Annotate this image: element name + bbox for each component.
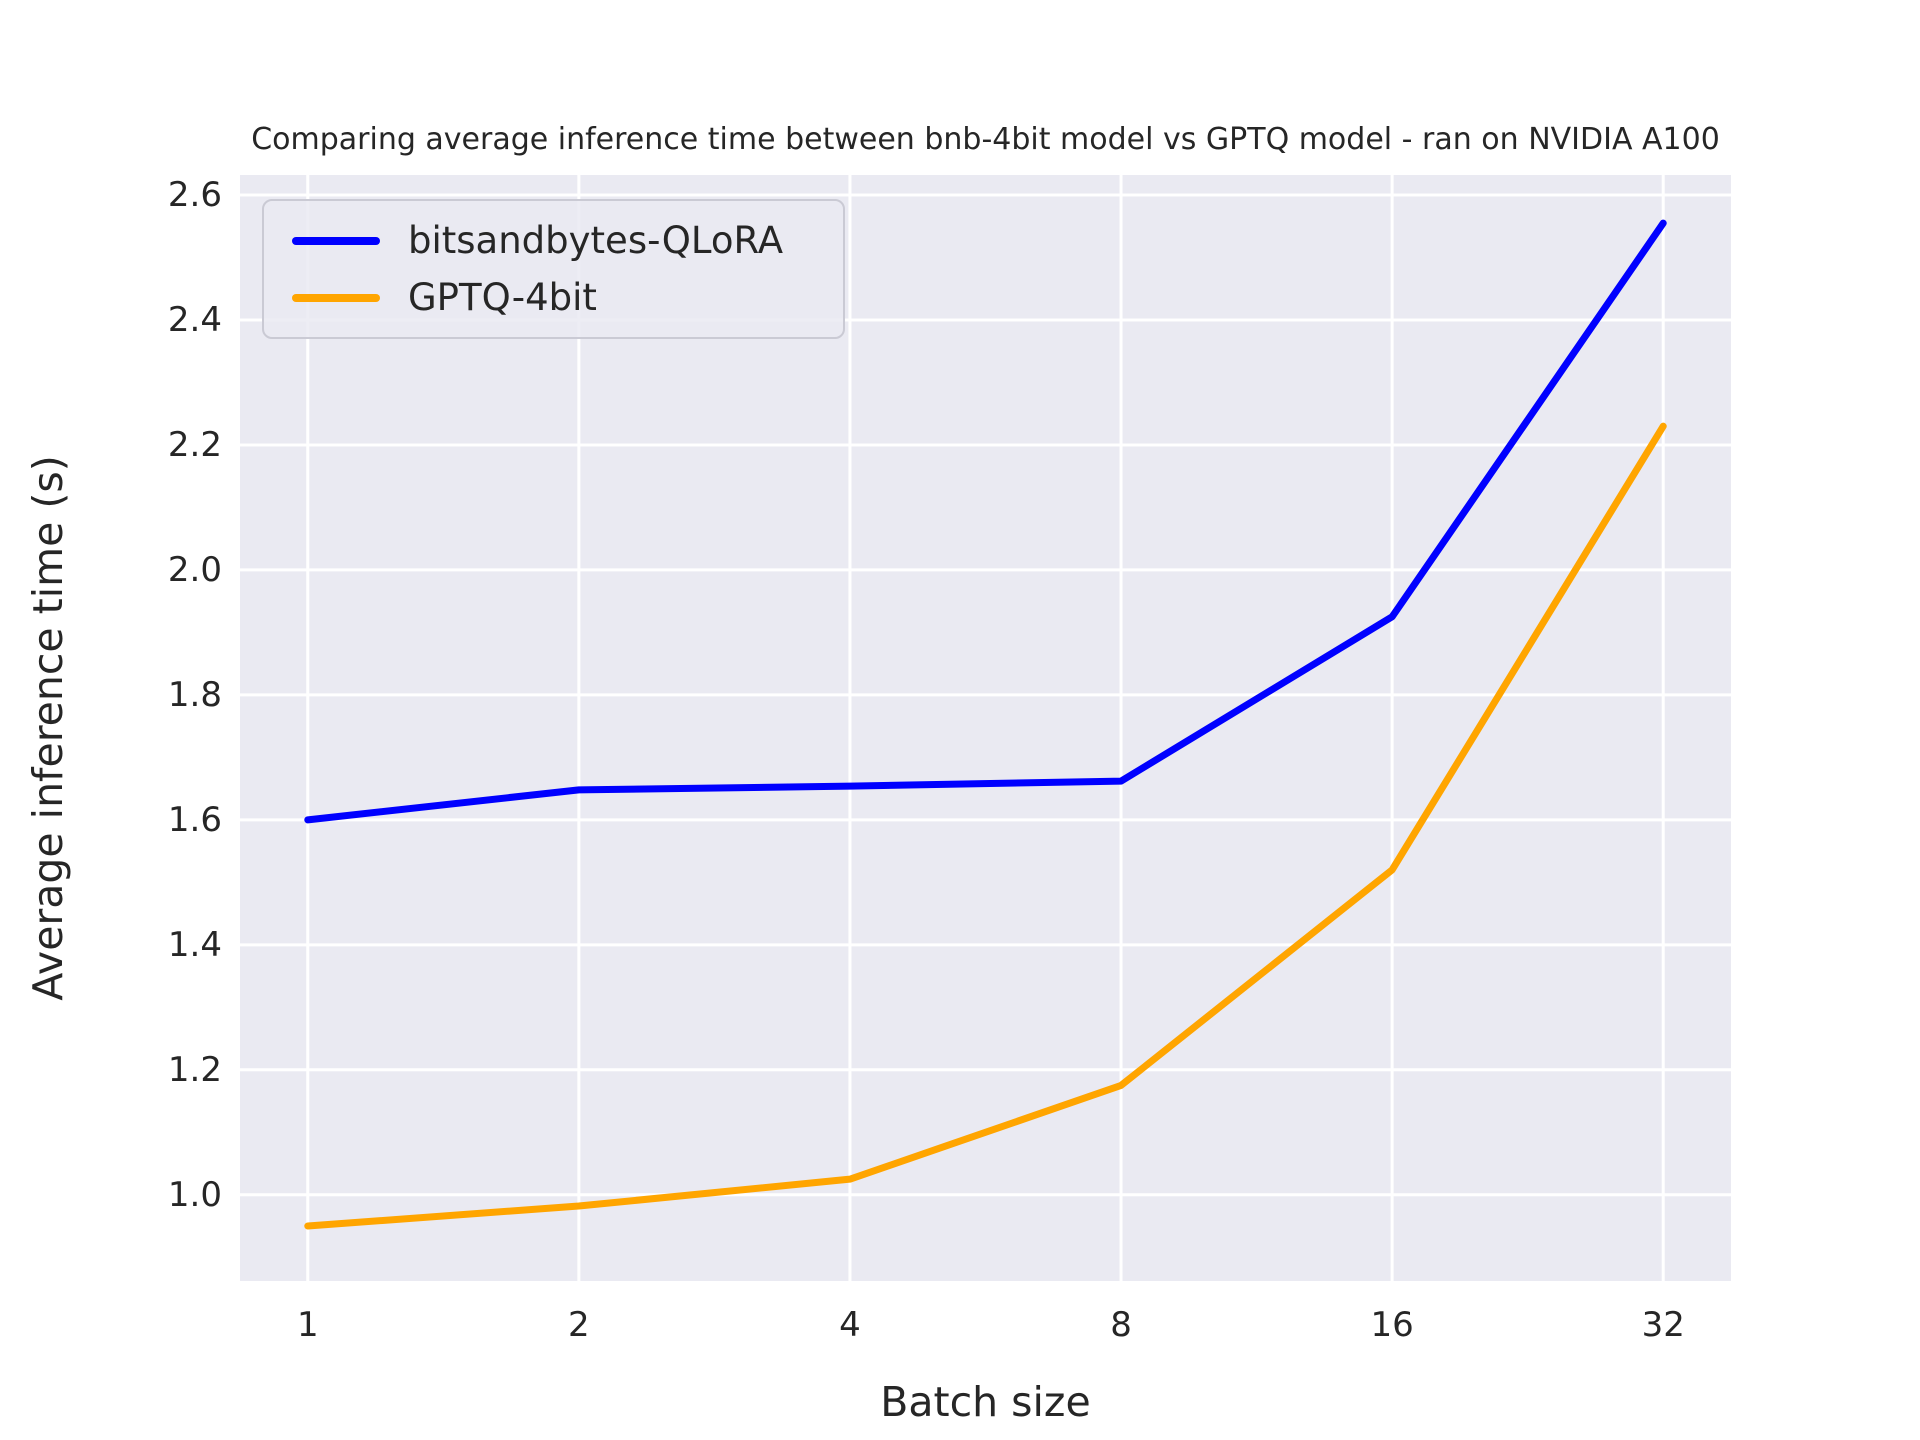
series-line-GPTQ-4bit [304,422,1667,1230]
x-tick-label: 1 [296,1305,319,1345]
line-chart-canvas [240,175,1731,1281]
x-tick-label: 32 [1641,1305,1685,1345]
y-tick-label: 2.0 [167,549,222,590]
y-tick-label: 2.2 [167,424,222,465]
y-tick-label: 1.6 [167,799,222,840]
legend-item: bitsandbytes-QLoRA [292,219,783,262]
chart-title: Comparing average inference time between… [251,122,1720,157]
y-axis-label: Average inference time (s) [24,455,72,1001]
x-tick-label: 16 [1370,1305,1414,1345]
plot-area [240,175,1731,1281]
y-tick-label: 1.0 [167,1174,222,1215]
x-axis-label: Batch size [880,1378,1091,1426]
series-line-bitsandbytes-QLoRA [304,219,1667,824]
x-tick-label: 2 [568,1305,590,1345]
x-tick-label: 8 [1110,1305,1132,1345]
legend: bitsandbytes-QLoRA GPTQ-4bit [262,199,846,339]
legend-label: GPTQ-4bit [408,276,597,319]
y-tick-label: 2.6 [167,174,222,215]
x-tick-label: 4 [839,1305,861,1345]
legend-swatch-icon [292,293,380,302]
y-tick-label: 2.4 [167,299,222,340]
legend-label: bitsandbytes-QLoRA [408,219,784,262]
y-tick-label: 1.2 [167,1049,222,1090]
legend-swatch-icon [292,236,380,245]
y-tick-label: 1.8 [167,674,222,715]
y-tick-label: 1.4 [167,924,222,965]
legend-item: GPTQ-4bit [292,276,783,319]
